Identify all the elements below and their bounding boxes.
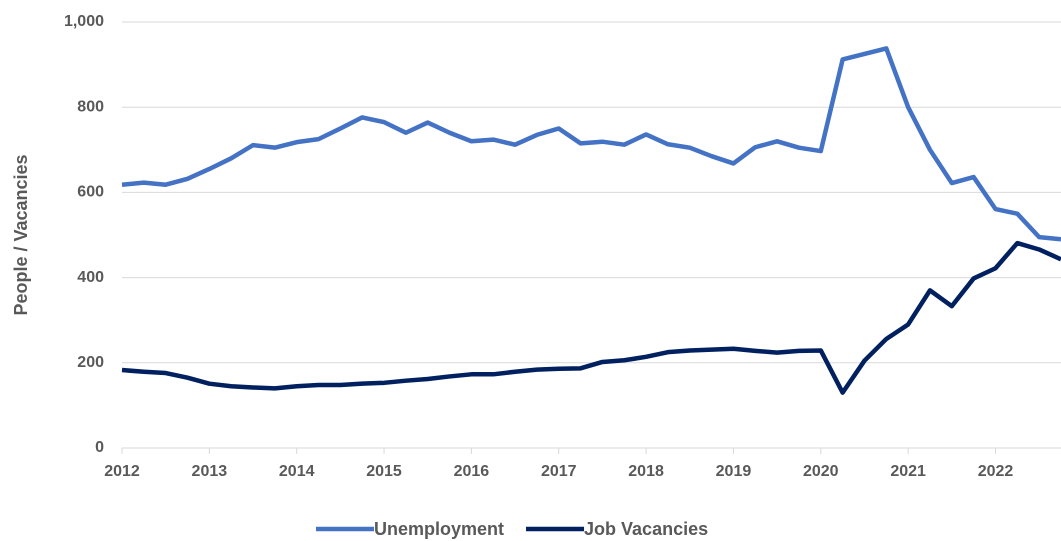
y-tick-label: 0 [95, 439, 104, 456]
x-tick-label: 2021 [890, 463, 926, 480]
y-tick-label: 400 [77, 269, 104, 286]
y-tick-label: 1,000 [64, 13, 104, 30]
x-tick-label: 2016 [454, 463, 490, 480]
x-tick-label: 2012 [104, 463, 140, 480]
x-tick-label: 2014 [279, 463, 315, 480]
x-tick-label: 2015 [366, 463, 402, 480]
legend-label: Job Vacancies [584, 519, 708, 539]
x-tick-label: 2018 [628, 463, 664, 480]
series-line [121, 46, 1061, 242]
y-tick-label: 200 [77, 354, 104, 371]
x-tick-label: 2020 [803, 463, 839, 480]
y-axis-label: People / Vacancies [11, 154, 31, 315]
x-tick-label: 2022 [978, 463, 1014, 480]
x-tick-label: 2019 [716, 463, 752, 480]
y-tick-label: 600 [77, 184, 104, 201]
x-tick-label: 2017 [541, 463, 577, 480]
y-tick-label: 800 [77, 98, 104, 115]
x-tick-label: 2013 [192, 463, 228, 480]
series-line [121, 240, 1061, 395]
legend-label: Unemployment [374, 519, 504, 539]
